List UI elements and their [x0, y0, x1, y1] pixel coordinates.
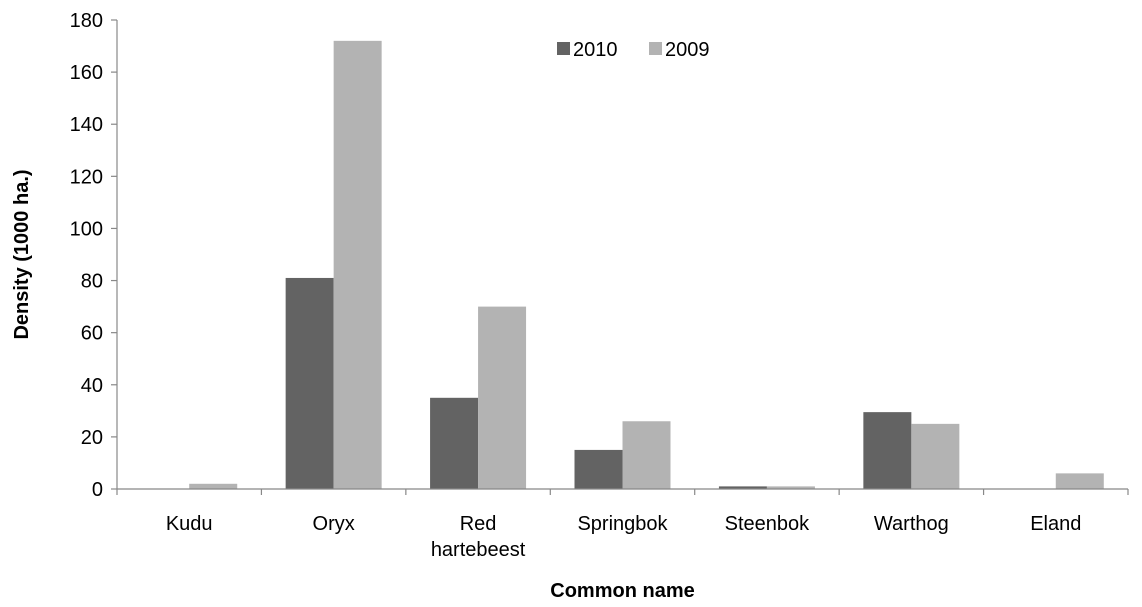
bar-2009-6: [1055, 473, 1104, 489]
bar-2010-4: [718, 486, 767, 489]
y-tick-label: 40: [81, 375, 103, 397]
y-tick-label: 100: [70, 218, 103, 240]
y-tick-label: 140: [70, 114, 103, 136]
y-tick-label: 60: [81, 323, 103, 345]
bar-2009-0: [189, 483, 238, 489]
y-tick-label: 120: [70, 166, 103, 188]
axes-group: [116, 20, 1128, 490]
bar-2010-5: [863, 412, 912, 489]
bar-2010-1: [285, 277, 334, 489]
legend-label-2009: 2009: [665, 39, 710, 61]
y-ticks-group: 0 20 40 60 80 100 120 140 160 180: [70, 10, 117, 501]
x-tick-label: Springbok: [577, 513, 668, 535]
bars-group: [189, 40, 1104, 489]
x-tick-label: Kudu: [166, 513, 213, 535]
y-tick-label: 180: [70, 10, 103, 32]
x-tick-label: Eland: [1030, 513, 1081, 535]
bar-2009-4: [766, 486, 815, 489]
bar-2009-2: [478, 306, 527, 489]
bar-2009-5: [911, 423, 960, 489]
legend-label-2010: 2010: [573, 39, 618, 61]
x-tick-label: Oryx: [313, 513, 355, 535]
bar-2010-2: [430, 397, 479, 489]
legend-swatch-2010: [557, 42, 570, 55]
x-axis-title: Common name: [550, 580, 694, 602]
bar-2009-3: [622, 421, 671, 489]
bar-2009-1: [333, 40, 382, 489]
y-tick-label: 20: [81, 427, 103, 449]
x-tick-labels-group: Kudu Oryx Red hartebeest Springbok Steenbok Wa…: [166, 513, 1082, 561]
y-tick-label: 160: [70, 62, 103, 84]
x-ticks-group: [116, 489, 1129, 495]
y-tick-label: 0: [92, 479, 103, 501]
y-axis-title: Density (1000 ha.): [11, 169, 33, 339]
bar-2010-3: [574, 449, 623, 489]
x-tick-label: Red hartebeest: [431, 513, 526, 561]
y-tick-label: 80: [81, 271, 103, 293]
x-tick-label: Steenbok: [725, 513, 811, 535]
x-tick-label: Warthog: [874, 513, 949, 535]
legend: 2010 2009: [557, 39, 710, 61]
legend-swatch-2009: [649, 42, 662, 55]
